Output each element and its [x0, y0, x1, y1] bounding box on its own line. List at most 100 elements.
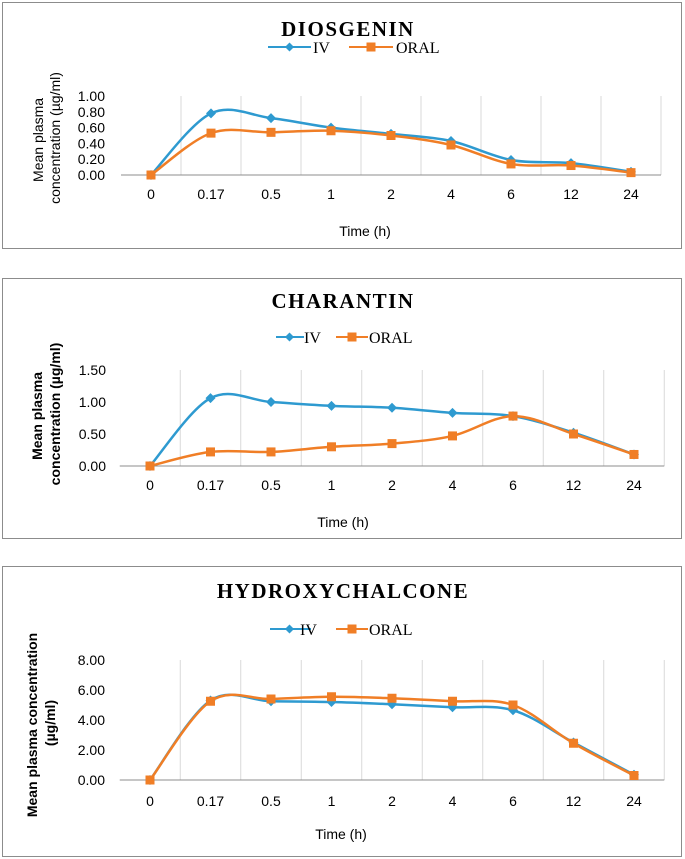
data-point-oral — [266, 127, 276, 137]
y-tick-labels: 0.00 2.00 4.00 6.00 8.00 — [78, 652, 105, 788]
chart-panel-diosgenin: DIOSGENIN IV ORAL 0.00 0.20 0.40 0.60 0.80 1.… — [2, 2, 682, 249]
chart-title: HYDROXYCHALCONE — [217, 579, 469, 603]
x-tick-label: 0 — [147, 186, 155, 202]
chart-svg-diosgenin: DIOSGENIN IV ORAL 0.000.200.400.600.801.… — [30, 17, 662, 239]
x-tick-label: 2 — [388, 793, 396, 809]
y-tick-label: 0.00 — [78, 167, 105, 183]
y-axis-label-line-2: concentration (µg/ml) — [47, 72, 63, 204]
plot-area — [119, 370, 665, 471]
x-tick-label: 4 — [449, 477, 457, 493]
legend-label-oral: ORAL — [396, 40, 440, 57]
data-point-oral — [327, 442, 336, 452]
y-tick-label: 0.60 — [78, 120, 105, 136]
y-tick-label: 8.00 — [78, 652, 105, 668]
x-tick-label: 0 — [146, 477, 154, 493]
y-tick-label: 1.00 — [78, 88, 105, 104]
y-axis-label-line-1: Mean plasma — [30, 98, 46, 182]
y-tick-label: 0.40 — [78, 135, 105, 151]
x-tick-label: 2 — [388, 477, 396, 493]
x-tick-label: 4 — [449, 793, 457, 809]
data-point-oral — [508, 700, 518, 710]
x-tick-label: 12 — [563, 186, 579, 202]
x-tick-labels: 0 0.17 0.5 1 2 4 6 12 24 — [146, 477, 642, 493]
x-tick-label: 24 — [626, 793, 642, 809]
data-point-iv — [266, 113, 276, 124]
x-tick-label: 0 — [146, 793, 154, 809]
y-tick-label: 6.00 — [78, 682, 105, 698]
legend-label-iv: IV — [304, 330, 321, 347]
chart-title: DIOSGENIN — [281, 17, 415, 41]
y-axis-label-line-2: (µg/ml) — [42, 700, 58, 746]
data-point-oral — [569, 738, 578, 748]
x-tick-label: 6 — [509, 477, 517, 493]
data-point-iv — [447, 407, 458, 418]
x-tick-label: 1 — [327, 186, 335, 202]
y-tick-label: 0.20 — [78, 151, 105, 167]
legend-label-iv: IV — [300, 622, 317, 639]
y-tick-label: 0.80 — [78, 104, 105, 120]
legend: IV ORAL — [270, 622, 413, 639]
legend: IV ORAL — [276, 330, 413, 347]
data-point-oral — [145, 775, 155, 785]
data-point-oral — [448, 431, 457, 441]
y-tick-label: 0.00 — [78, 772, 105, 788]
chart-svg-hydroxychalcone: HYDROXYCHALCONE IV ORAL 0.00 2.00 4.00 6.00… — [24, 579, 665, 842]
chart-panel-hydroxychalcone: HYDROXYCHALCONE IV ORAL 0.00 2.00 4.00 6.00… — [2, 566, 682, 857]
x-tick-label: 6 — [509, 793, 517, 809]
y-tick-label: 1.00 — [79, 394, 106, 410]
y-axis-label-line-2: concentration (µg/ml) — [47, 343, 63, 486]
y-tick-label: 0.50 — [79, 426, 106, 442]
y-tick-label: 1.50 — [79, 362, 106, 378]
legend-diamond-marker — [285, 624, 294, 634]
data-point-oral — [446, 140, 456, 150]
y-tick-label: 2.00 — [78, 742, 105, 758]
y-tick-label: 4.00 — [78, 712, 105, 728]
legend-label-iv: IV — [313, 40, 330, 57]
data-point-oral — [206, 128, 216, 138]
y-axis-label-line-1: Mean plasma — [29, 372, 45, 460]
x-tick-label: 12 — [566, 793, 582, 809]
x-tick-label: 2 — [387, 186, 395, 202]
y-tick-label: 0.00 — [79, 458, 106, 474]
data-point-oral — [626, 168, 636, 178]
data-point-oral — [146, 170, 156, 180]
plot-area — [121, 96, 662, 180]
data-point-oral — [266, 694, 276, 704]
data-point-oral — [266, 447, 276, 457]
x-tick-label: 1 — [328, 793, 336, 809]
x-tick-label: 1 — [328, 477, 336, 493]
data-point-iv — [326, 400, 337, 411]
legend-square-marker — [366, 42, 376, 52]
chart-title: CHARANTIN — [271, 289, 414, 313]
data-point-oral — [569, 429, 578, 439]
plot-area — [119, 660, 665, 785]
x-tick-label: 0.5 — [261, 477, 281, 493]
chart-svg-charantin: CHARANTIN IV ORAL 0.00 0.50 1.00 1.50 0 0.17… — [29, 289, 665, 530]
data-point-oral — [506, 159, 516, 169]
legend-diamond-marker — [285, 332, 294, 342]
data-point-iv — [206, 108, 216, 119]
x-tick-label: 0.5 — [261, 793, 281, 809]
legend-diamond-marker — [285, 42, 294, 52]
x-tick-label: 0.17 — [197, 793, 224, 809]
legend-label-oral: ORAL — [369, 622, 413, 639]
data-point-oral — [206, 447, 215, 457]
legend-square-marker — [347, 332, 357, 342]
legend-square-marker — [347, 624, 357, 634]
data-point-iv — [266, 397, 276, 407]
data-point-oral — [387, 439, 397, 449]
data-point-oral — [629, 449, 639, 459]
legend: IV ORAL — [268, 40, 440, 57]
x-tick-label: 24 — [626, 477, 642, 493]
x-tick-label: 0.17 — [197, 186, 224, 202]
data-point-oral — [327, 692, 336, 702]
data-point-iv — [387, 402, 397, 413]
y-tick-labels: 0.00 0.50 1.00 1.50 — [79, 362, 106, 474]
data-point-oral — [326, 126, 336, 136]
y-axis-label-line-1: Mean plasma concentration — [24, 633, 40, 817]
x-axis-label: Time (h) — [339, 223, 391, 239]
data-point-oral — [566, 161, 576, 171]
x-tick-labels: 0 0.17 0.5 1 2 4 6 12 24 — [146, 793, 642, 809]
legend-label-oral: ORAL — [369, 330, 413, 347]
x-tick-label: 6 — [507, 186, 515, 202]
